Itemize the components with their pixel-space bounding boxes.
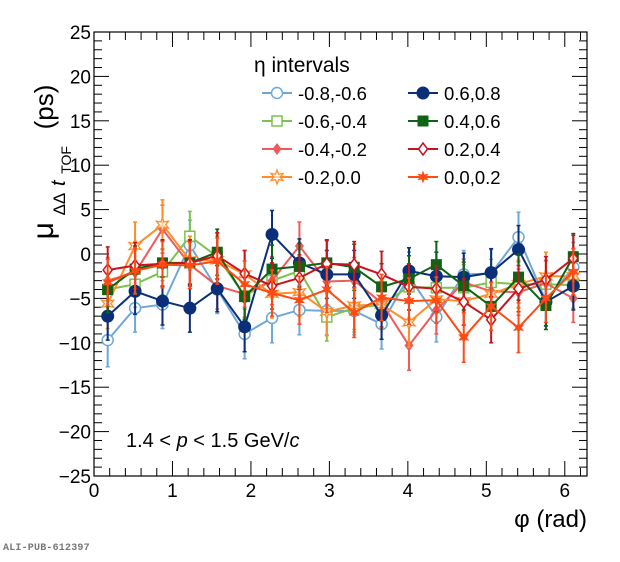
legend-entry--0.4,-0.2: -0.4,-0.2 — [262, 139, 367, 160]
data-point — [430, 293, 442, 307]
data-point — [458, 330, 470, 344]
data-point — [348, 306, 360, 320]
legend-entry--0.2,0.0: -0.2,0.0 — [262, 167, 361, 188]
x-tick-label: 3 — [324, 481, 335, 502]
series-line — [107, 227, 574, 348]
y-axis-ticks: −25 −20 −15 −10 −5 0 5 10 15 20 25 — [59, 23, 587, 488]
series--0.6,-0.4 — [101, 210, 580, 342]
legend-label: 0.2,0.4 — [444, 139, 501, 160]
x-tick-label: 6 — [559, 481, 570, 502]
series-line — [107, 250, 575, 308]
data-point — [183, 301, 197, 315]
data-point — [266, 286, 278, 300]
legend-label: -0.2,0.0 — [298, 167, 361, 188]
data-point — [154, 215, 171, 234]
y-tick-label: 0 — [80, 245, 91, 266]
legend-label: -0.8,-0.6 — [298, 83, 367, 104]
data-point — [293, 293, 306, 307]
data-point — [156, 258, 169, 272]
x-tick-label: 1 — [167, 481, 178, 502]
legend-marker — [417, 170, 429, 184]
legend-label: -0.6,-0.4 — [298, 111, 367, 132]
legend-marker — [417, 115, 429, 127]
data-point — [430, 259, 442, 271]
annotation-middle: < 1.5 GeV/ — [188, 430, 290, 452]
data-point — [265, 227, 279, 241]
series-layer — [100, 199, 581, 372]
data-point — [567, 265, 579, 279]
data-point — [211, 254, 223, 268]
publication-id-label: ALI-PUB-612397 — [3, 543, 90, 554]
data-point — [540, 291, 552, 305]
legend-marker — [271, 115, 283, 127]
y-tick-label: 5 — [80, 201, 91, 222]
momentum-range-annotation: 1.4 < p < 1.5 GeV/c — [126, 430, 299, 452]
data-point — [184, 259, 196, 273]
y-tick-label: 25 — [70, 23, 91, 44]
data-point — [485, 299, 497, 313]
data-point — [239, 277, 251, 291]
x-axis-ticks: 0 1 2 3 4 5 6 — [89, 32, 581, 502]
y-tick-label: −25 — [59, 467, 91, 488]
legend: η intervals -0.8,-0.6 0.6,0.8 -0.6,-0.4 0.4… — [254, 54, 501, 188]
y-axis-title-mu: μ — [27, 222, 60, 239]
x-tick-label: 4 — [403, 481, 414, 502]
y-axis-title-sub-delta: ΔΔ — [50, 193, 69, 216]
legend-label: 0.4,0.6 — [444, 111, 501, 132]
legend-entry-0.0,0.2: 0.0,0.2 — [408, 167, 501, 188]
x-tick-label: 0 — [89, 481, 100, 502]
legend-label: 0.6,0.8 — [444, 83, 501, 104]
y-tick-label: −20 — [59, 423, 91, 444]
series-line — [107, 260, 575, 340]
y-axis-title-sub-t: t — [48, 179, 70, 186]
legend-marker — [417, 141, 429, 157]
legend-entry-0.6,0.8: 0.6,0.8 — [408, 83, 501, 104]
legend-marker — [269, 168, 285, 186]
legend-title: η intervals — [254, 54, 350, 77]
data-point — [458, 294, 470, 310]
data-point — [375, 291, 388, 305]
data-point — [348, 257, 360, 272]
x-axis-title: φ (rad) — [514, 506, 587, 533]
legend-entry-0.2,0.4: 0.2,0.4 — [408, 139, 501, 160]
data-point — [321, 283, 333, 297]
x-tick-label: 2 — [246, 481, 257, 502]
legend-entry--0.6,-0.4: -0.6,-0.4 — [262, 111, 367, 132]
annotation-prefix: 1.4 < — [126, 430, 177, 452]
annotation-p: p — [176, 430, 188, 452]
y-tick-label: 10 — [70, 156, 91, 177]
y-tick-label: −15 — [59, 378, 91, 399]
y-tick-label: 15 — [70, 112, 91, 133]
annotation-c: c — [289, 430, 299, 452]
y-tick-label: −5 — [69, 289, 91, 310]
svg-text:μ ΔΔ t: μ ΔΔ t TOF (ps) — [27, 85, 77, 240]
legend-marker — [272, 143, 282, 155]
y-tick-label: −10 — [59, 334, 91, 355]
series-0.0,0.2 — [102, 237, 579, 364]
data-point — [403, 294, 415, 308]
data-point — [155, 294, 169, 308]
data-point — [102, 275, 114, 289]
y-axis-title: μ ΔΔ t TOF (ps) — [27, 85, 77, 240]
data-point — [238, 320, 252, 334]
y-axis-title-sub-tof: TOF — [58, 146, 74, 174]
data-point — [512, 321, 525, 335]
legend-marker — [270, 86, 284, 100]
legend-label: -0.4,-0.2 — [298, 139, 367, 160]
data-point — [513, 281, 524, 296]
data-point — [484, 266, 498, 280]
y-tick-label: 20 — [70, 67, 91, 88]
x-tick-label: 5 — [481, 481, 492, 502]
y-axis-title-unit: (ps) — [29, 85, 59, 130]
legend-entry-0.4,0.6: 0.4,0.6 — [408, 111, 501, 132]
legend-label: 0.0,0.2 — [444, 167, 501, 188]
legend-entry--0.8,-0.6: -0.8,-0.6 — [262, 83, 367, 104]
legend-marker — [416, 86, 430, 100]
data-point — [129, 264, 141, 278]
